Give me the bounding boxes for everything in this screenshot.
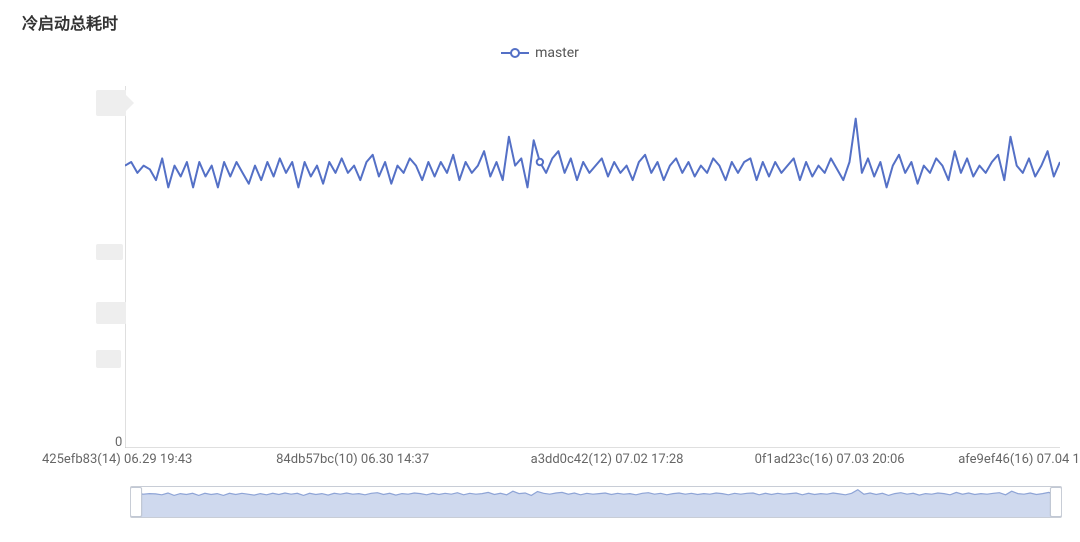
x-tick-label: 84db57bc(10) 06.30 14:37 xyxy=(276,452,429,467)
redacted-ylabel xyxy=(96,244,123,260)
x-tick-label: 0f1ad23c(16) 07.03 20:06 xyxy=(755,452,905,467)
legend[interactable]: master xyxy=(0,42,1080,64)
brush-handle-right[interactable] xyxy=(1050,487,1062,517)
x-axis-labels: 425efb83(14) 06.29 19:43 84db57bc(10) 06.… xyxy=(42,452,1060,472)
zoom-brush[interactable] xyxy=(130,486,1062,518)
redacted-ylabel xyxy=(96,302,126,324)
x-tick-label: 425efb83(14) 06.29 19:43 xyxy=(42,452,192,467)
x-tick-label: a3dd0c42(12) 07.02 17:28 xyxy=(531,452,684,467)
legend-marker-icon xyxy=(501,46,529,60)
y-axis-zero-label: 0 xyxy=(115,435,122,450)
redacted-ylabel xyxy=(96,350,121,368)
brush-handle-left[interactable] xyxy=(130,487,142,517)
chart-plot[interactable] xyxy=(125,86,1060,448)
redacted-ylabel xyxy=(96,90,126,116)
legend-label: master xyxy=(535,45,579,61)
line-chart-svg xyxy=(125,86,1060,448)
x-tick-label: afe9ef46(16) 07.04 14:47 xyxy=(958,452,1080,467)
brush-preview-svg xyxy=(131,487,1061,517)
chart-title: 冷启动总耗时 xyxy=(22,10,118,34)
